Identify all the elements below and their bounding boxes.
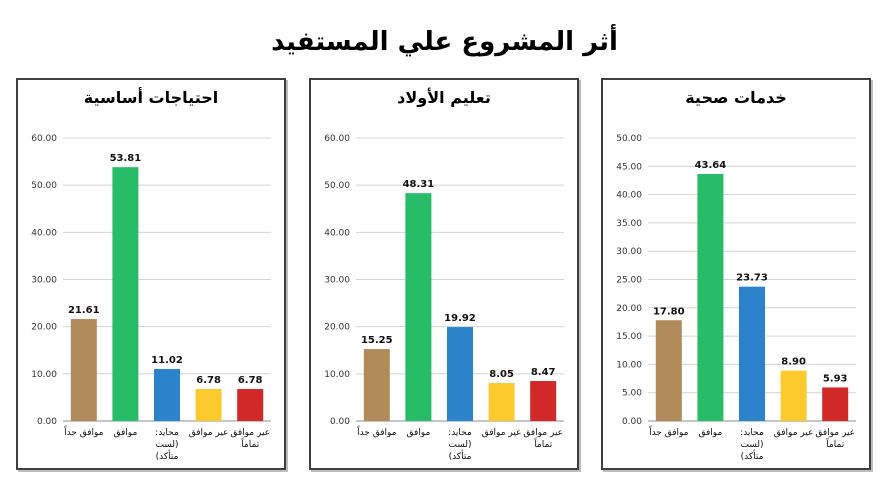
y-tick-label: 40.00 xyxy=(324,228,350,238)
y-tick-label: 30.00 xyxy=(616,247,642,257)
x-tick-label: موافق xyxy=(407,428,431,438)
y-tick-label: 40.00 xyxy=(31,228,57,238)
data-label: 23.73 xyxy=(736,273,768,284)
data-label: 15.25 xyxy=(361,335,393,346)
y-tick-label: 0.00 xyxy=(37,417,57,427)
y-tick-label: 30.00 xyxy=(324,276,350,286)
bar xyxy=(405,193,432,421)
bar xyxy=(697,173,724,421)
bar xyxy=(237,389,264,421)
x-tick-label: (لست xyxy=(740,440,763,450)
x-tick-label: عير موافق xyxy=(523,428,563,438)
y-tick-label: 20.00 xyxy=(324,323,350,333)
x-tick-label: موافق جداً xyxy=(356,425,397,438)
data-label: 53.81 xyxy=(110,153,142,164)
x-tick-label: موافق xyxy=(699,428,723,438)
page-title: أثر المشروع علي المستفيد xyxy=(271,27,618,57)
bar-chart-children-education: 0.00 10.00 20.00 30.00 40.00 50.00 60.00 15.25 م… xyxy=(324,134,564,462)
x-tick-label: عير موافق xyxy=(230,428,270,438)
x-tick-label: موافق xyxy=(114,428,138,438)
bar xyxy=(112,167,139,421)
x-tick-label: (لست xyxy=(155,440,178,450)
chart-title: احتياجات أساسية xyxy=(83,88,219,107)
y-tick-label: 45.00 xyxy=(616,162,642,172)
y-tick-label: 0.00 xyxy=(330,417,350,427)
x-tick-label: محايد: xyxy=(448,428,472,438)
chart-title: خدمات صحية xyxy=(685,88,787,107)
y-tick-label: 25.00 xyxy=(616,276,642,286)
bar xyxy=(447,327,473,421)
x-tick-label: عير موافق xyxy=(482,428,522,438)
x-tick-label: متأكد) xyxy=(741,449,764,462)
bar xyxy=(154,369,180,421)
data-label: 43.64 xyxy=(695,160,727,171)
bar-chart-basic-needs: 0.00 10.00 20.00 30.00 40.00 50.00 60.00 21.61 م… xyxy=(31,134,271,462)
data-label: 6.78 xyxy=(238,375,263,386)
y-tick-label: 15.00 xyxy=(616,332,642,342)
bar xyxy=(655,320,682,421)
bar xyxy=(488,383,515,421)
data-label: 21.61 xyxy=(68,305,100,316)
bar xyxy=(195,389,222,421)
y-tick-label: 10.00 xyxy=(324,370,350,380)
bar xyxy=(530,381,557,421)
y-tick-label: 20.00 xyxy=(31,323,57,333)
x-tick-label: موافق جداً xyxy=(63,425,104,438)
x-tick-label: متأكد) xyxy=(156,449,179,462)
x-tick-label: عير موافق xyxy=(774,428,814,438)
chart-panel-basic-needs: احتياجات أساسية 0.00 10.00 20.00 30.00 40.00… xyxy=(16,78,286,470)
data-label: 5.93 xyxy=(823,373,848,384)
y-tick-label: 50.00 xyxy=(616,134,642,144)
x-tick-label: محايد: xyxy=(155,428,179,438)
data-label: 8.47 xyxy=(531,367,556,378)
data-label: 17.80 xyxy=(653,306,685,317)
data-label: 6.78 xyxy=(196,375,221,386)
x-tick-label: عير موافق xyxy=(189,428,229,438)
data-label: 48.31 xyxy=(403,179,435,190)
data-label: 11.02 xyxy=(151,355,183,366)
x-tick-label: موافق جداً xyxy=(648,425,689,438)
bar-chart-health-services: 0.00 5.00 10.00 15.00 20.00 25.00 30.00 35.00 40… xyxy=(616,134,856,462)
y-tick-label: 10.00 xyxy=(31,370,57,380)
x-tick-label: تماماً xyxy=(825,437,845,450)
chart-title: تعليم الأولاد xyxy=(397,88,491,107)
x-tick-label: تماماً xyxy=(533,437,553,450)
x-tick-label: متأكد) xyxy=(449,449,472,462)
x-tick-label: تماماً xyxy=(240,437,260,450)
x-tick-label: عير موافق xyxy=(815,428,855,438)
y-tick-label: 60.00 xyxy=(324,134,350,144)
bar xyxy=(363,349,390,421)
y-tick-label: 5.00 xyxy=(622,389,642,399)
data-label: 8.05 xyxy=(489,369,514,380)
y-tick-label: 60.00 xyxy=(31,134,57,144)
y-tick-label: 50.00 xyxy=(31,181,57,191)
bar xyxy=(822,387,849,421)
chart-panel-children-education: تعليم الأولاد 0.00 10.00 20.00 30.00 40.00 50… xyxy=(309,78,579,470)
y-tick-label: 30.00 xyxy=(31,276,57,286)
x-tick-label: محايد: xyxy=(740,428,764,438)
y-tick-label: 35.00 xyxy=(616,219,642,229)
x-tick-label: (لست xyxy=(448,440,471,450)
y-tick-label: 0.00 xyxy=(622,417,642,427)
data-label: 19.92 xyxy=(444,313,476,324)
y-tick-label: 10.00 xyxy=(616,360,642,370)
chart-panel-health-services: خدمات صحية 0.00 5.00 10.00 15.00 20.00 25.00 3… xyxy=(601,78,871,470)
y-tick-label: 50.00 xyxy=(324,181,350,191)
data-label: 8.90 xyxy=(781,357,806,368)
y-tick-label: 20.00 xyxy=(616,304,642,314)
y-tick-label: 40.00 xyxy=(616,191,642,201)
bar xyxy=(780,370,807,421)
bar xyxy=(739,286,765,421)
bar xyxy=(70,319,97,421)
